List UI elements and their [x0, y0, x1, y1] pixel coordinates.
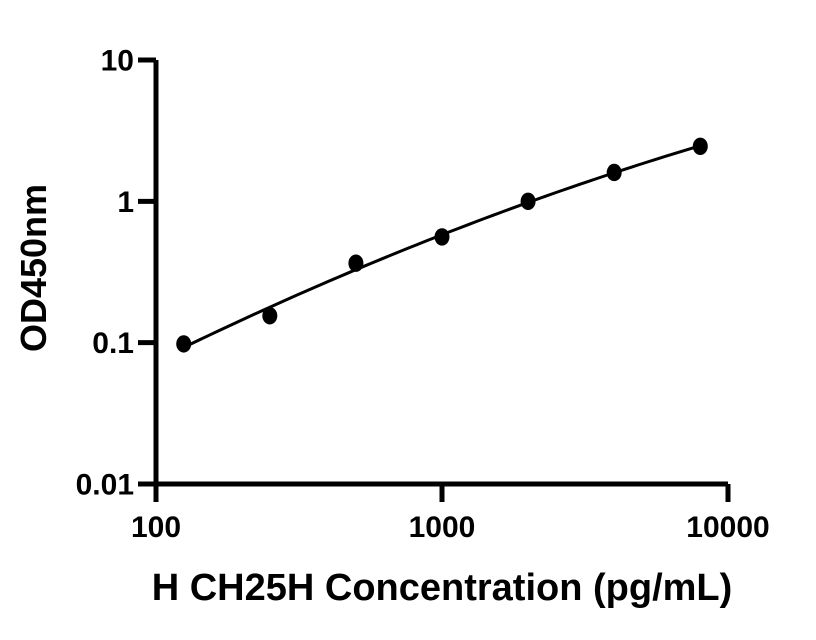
- data-points: [176, 137, 708, 353]
- y-tick-label: 0.01: [76, 469, 134, 502]
- x-tick-label: 10000: [686, 511, 769, 544]
- data-point: [348, 254, 364, 272]
- axis-tick-labels: 10 1 0.1 0.01 100 1000 10000: [76, 45, 770, 545]
- axes: [153, 60, 728, 487]
- axis-frame: [153, 60, 728, 487]
- x-tick-label: 1000: [409, 511, 476, 544]
- data-point: [606, 163, 622, 182]
- data-point: [520, 192, 536, 211]
- data-point: [176, 335, 192, 353]
- fit-curve: [182, 144, 702, 349]
- x-tick-label: 100: [131, 511, 181, 544]
- y-axis-title: OD450nm: [13, 184, 54, 352]
- axis-ticks: [138, 57, 731, 502]
- data-point: [262, 307, 278, 325]
- fit-curve-layer: [182, 144, 702, 349]
- y-tick-label: 10: [101, 45, 134, 78]
- x-axis-title: H CH25H Concentration (pg/mL): [152, 567, 733, 609]
- data-point: [692, 137, 708, 156]
- y-tick-label: 0.1: [92, 327, 134, 360]
- data-point: [434, 228, 450, 246]
- y-tick-label: 1: [117, 186, 134, 219]
